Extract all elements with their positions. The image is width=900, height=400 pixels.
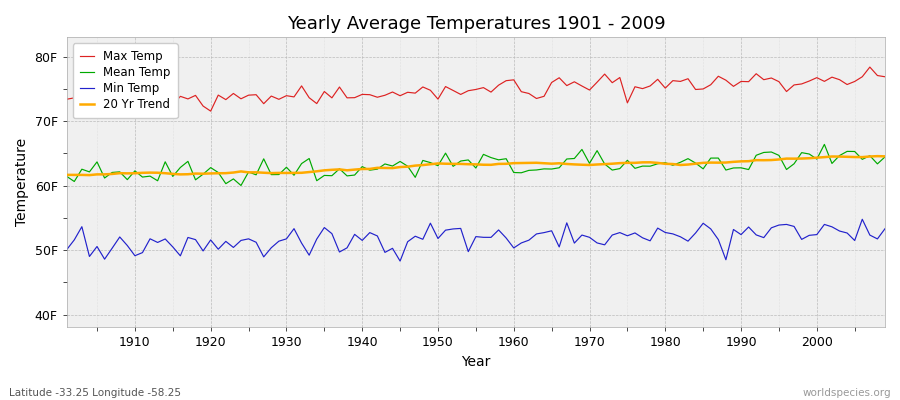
Title: Yearly Average Temperatures 1901 - 2009: Yearly Average Temperatures 1901 - 2009 <box>286 15 665 33</box>
Line: Mean Temp: Mean Temp <box>67 144 885 186</box>
Max Temp <box>122 100 132 104</box>
Mean Temp <box>607 168 617 172</box>
Min Temp <box>516 240 526 245</box>
20 Yr Trend <box>872 154 883 158</box>
20 Yr Trend <box>607 161 617 166</box>
Mean Temp <box>61 174 72 179</box>
Mean Temp <box>516 170 526 175</box>
Min Temp <box>334 250 345 254</box>
Mean Temp <box>879 154 890 159</box>
Max Temp <box>61 97 72 102</box>
20 Yr Trend <box>879 154 890 159</box>
Y-axis label: Temperature: Temperature <box>15 138 29 226</box>
Mean Temp <box>122 177 132 182</box>
20 Yr Trend <box>296 170 307 175</box>
Max Temp <box>607 80 617 85</box>
20 Yr Trend <box>516 161 526 166</box>
Min Temp <box>122 243 132 248</box>
Max Temp <box>864 65 875 70</box>
20 Yr Trend <box>508 161 519 166</box>
20 Yr Trend <box>342 168 353 173</box>
Min Temp <box>879 226 890 231</box>
Line: Min Temp: Min Temp <box>67 219 885 261</box>
20 Yr Trend <box>61 172 72 177</box>
Legend: Max Temp, Mean Temp, Min Temp, 20 Yr Trend: Max Temp, Mean Temp, Min Temp, 20 Yr Tre… <box>73 43 178 118</box>
Line: Max Temp: Max Temp <box>67 67 885 111</box>
Max Temp <box>296 84 307 88</box>
Min Temp <box>857 217 868 222</box>
Max Temp <box>508 78 519 82</box>
Max Temp <box>879 74 890 79</box>
Text: Latitude -33.25 Longitude -58.25: Latitude -33.25 Longitude -58.25 <box>9 388 181 398</box>
Min Temp <box>395 259 406 264</box>
Min Temp <box>61 247 72 252</box>
Min Temp <box>289 226 300 231</box>
Min Temp <box>508 246 519 250</box>
X-axis label: Year: Year <box>461 355 491 369</box>
Mean Temp <box>819 142 830 147</box>
20 Yr Trend <box>130 171 140 176</box>
Mean Temp <box>342 174 353 178</box>
Mean Temp <box>236 183 247 188</box>
Max Temp <box>342 96 353 100</box>
Max Temp <box>516 89 526 94</box>
Mean Temp <box>296 161 307 166</box>
Min Temp <box>607 233 617 238</box>
Line: 20 Yr Trend: 20 Yr Trend <box>67 156 885 175</box>
Max Temp <box>205 109 216 114</box>
Mean Temp <box>508 170 519 175</box>
20 Yr Trend <box>84 173 94 178</box>
Text: worldspecies.org: worldspecies.org <box>803 388 891 398</box>
